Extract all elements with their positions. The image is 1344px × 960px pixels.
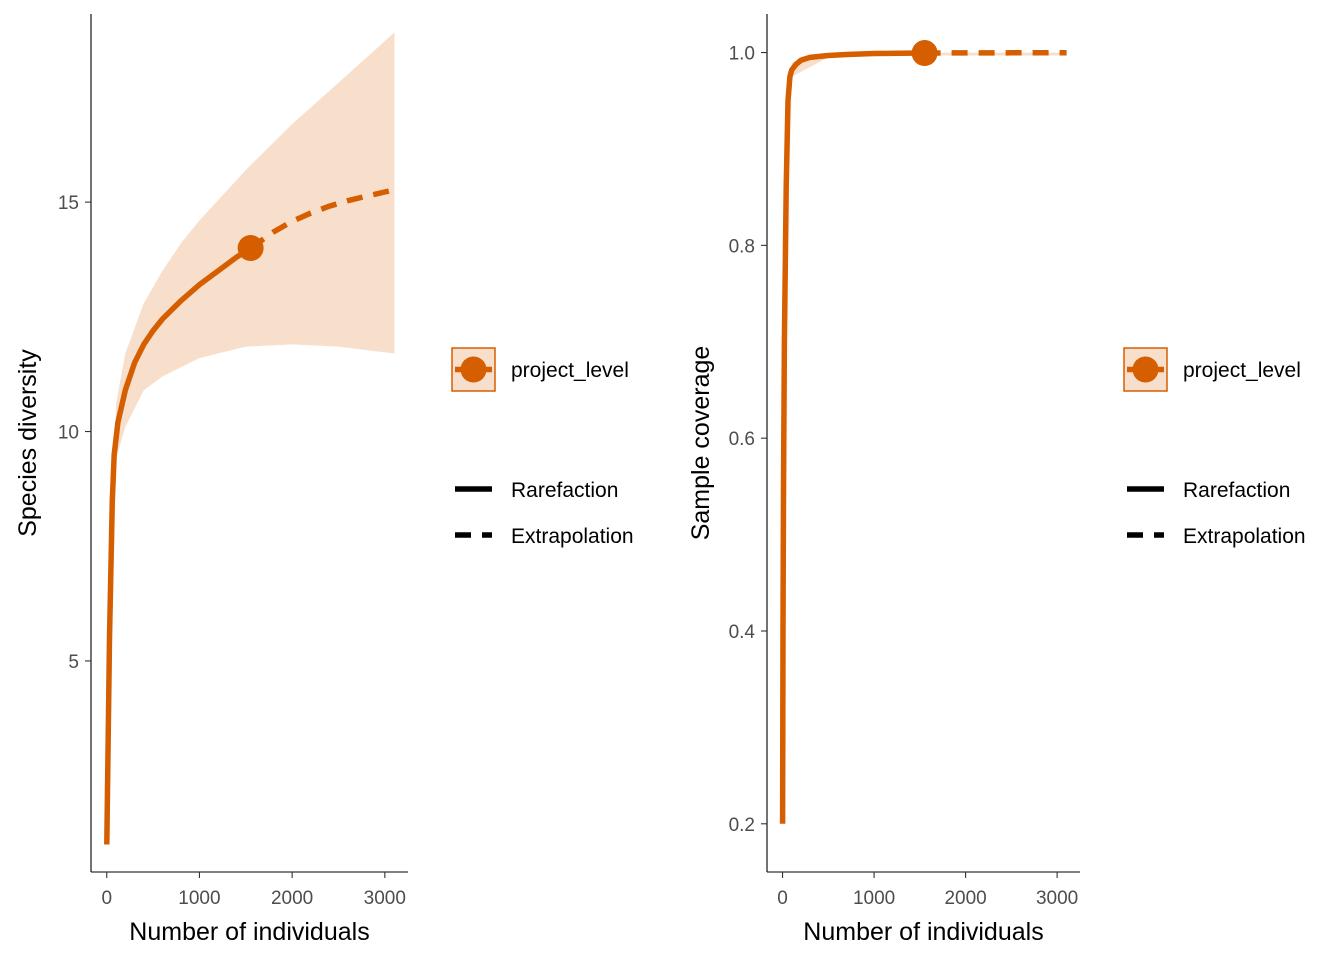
observed-sample-point [911,40,938,67]
y-tick-label: 0.2 [729,815,755,836]
y-tick-label: 10 [58,423,79,444]
x-axis-title: Number of individuals [803,918,1043,946]
y-tick-label: 0.8 [729,236,755,257]
legend-label-group: project_level [511,359,629,382]
y-tick-label: 0.6 [729,429,755,450]
x-tick-label: 2000 [944,888,986,909]
y-axis-title: Sample coverage [687,346,715,541]
x-tick-label: 3000 [364,888,406,909]
y-tick-label: 0.4 [729,622,756,643]
x-tick-label: 2000 [271,888,313,909]
x-tick-label: 0 [101,888,112,909]
legend-label-rarefaction: Rarefaction [1183,479,1290,502]
legend: project_level Rarefaction Extrapolation [451,347,634,548]
chart-panel-2: 0.2 0.4 0.6 0.8 1.0 0 1000 2000 3000 Number of in… [687,14,1306,946]
extrapolation-line [249,187,396,251]
x-axis-title: Number of individuals [129,918,369,946]
chart-panel-1: 5 10 15 0 1000 2000 3000 Number of individuals S… [14,14,634,946]
legend-key-point [1132,356,1159,383]
legend-label-rarefaction: Rarefaction [511,479,618,502]
rarefaction-line [779,50,925,824]
legend-label-group: project_level [1183,359,1301,382]
y-tick-label: 5 [68,652,79,673]
confidence-ribbon [106,32,395,845]
legend-key-point [460,356,487,383]
legend-label-extrapolation: Extrapolation [511,525,634,548]
rarefaction-line [104,245,253,845]
confidence-ribbon [782,52,1067,834]
legend: project_level Rarefaction Extrapolation [1123,347,1306,548]
y-tick-label: 1.0 [729,44,755,65]
x-tick-label: 0 [777,888,788,909]
y-tick-label: 15 [58,193,79,214]
x-tick-label: 3000 [1036,888,1078,909]
observed-sample-point [237,235,264,261]
y-axis-title: Species diversity [14,349,42,537]
x-tick-label: 1000 [178,888,220,909]
x-tick-label: 1000 [853,888,895,909]
legend-label-extrapolation: Extrapolation [1183,525,1306,548]
